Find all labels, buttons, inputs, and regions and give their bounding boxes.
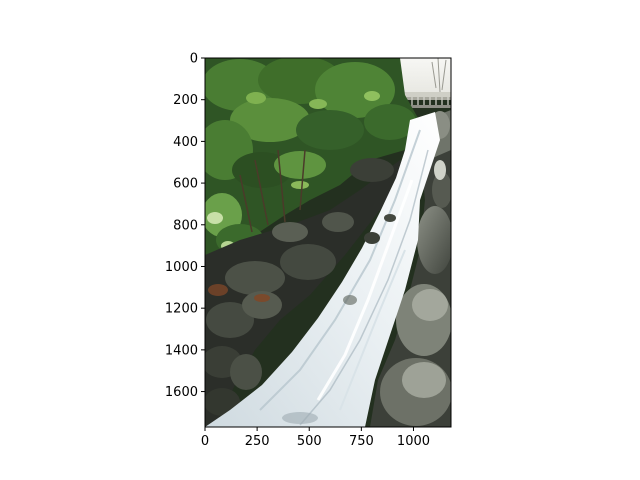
x-tick-label: 500 bbox=[297, 434, 322, 449]
waterfall-photo bbox=[205, 58, 451, 427]
y-axis: 0 200 400 600 800 1000 1200 1400 1600 bbox=[165, 52, 205, 400]
x-tick-label: 1000 bbox=[397, 434, 430, 449]
waterfall-water bbox=[205, 112, 440, 427]
axes-frame bbox=[204, 57, 452, 428]
y-tick-label: 600 bbox=[173, 177, 198, 192]
foliage bbox=[205, 58, 418, 260]
x-tick-label: 750 bbox=[349, 434, 374, 449]
y-tick-label: 1000 bbox=[165, 260, 198, 275]
x-axis: 0 250 500 750 1000 bbox=[201, 427, 430, 449]
y-tick-label: 800 bbox=[173, 218, 198, 233]
y-tick-label: 0 bbox=[190, 52, 198, 67]
y-tick-label: 200 bbox=[173, 93, 198, 108]
rocks-right bbox=[370, 110, 451, 427]
y-tick-label: 1400 bbox=[165, 343, 198, 358]
x-tick-label: 250 bbox=[245, 434, 270, 449]
y-tick-label: 1200 bbox=[165, 302, 198, 317]
y-tick-label: 400 bbox=[173, 135, 198, 150]
x-tick-label: 0 bbox=[201, 434, 209, 449]
rocks-left bbox=[205, 158, 410, 427]
y-tick-label: 1600 bbox=[165, 385, 198, 400]
